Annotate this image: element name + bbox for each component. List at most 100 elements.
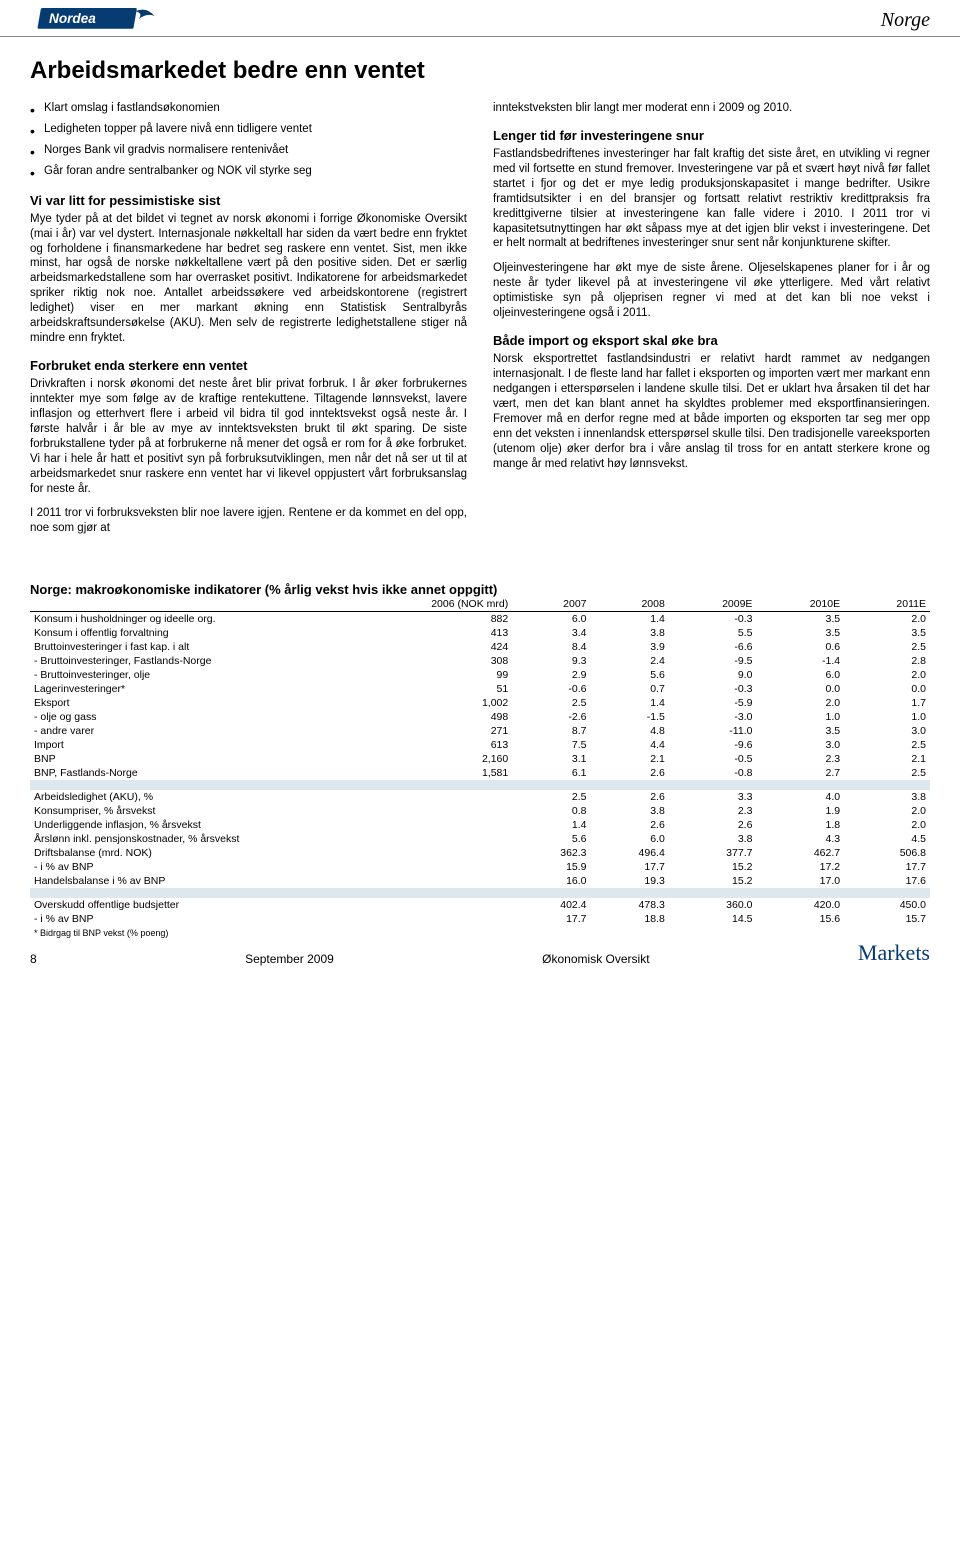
table-cell: 3.0 [756,738,844,752]
table-cell: 2.7 [756,766,844,780]
table-cell: BNP [30,752,318,766]
table-cell: 6.0 [756,668,844,682]
bullet-item: Går foran andre sentralbanker og NOK vil… [30,164,467,179]
table-cell: 2.0 [844,668,930,682]
table-cell: 2.5 [844,766,930,780]
table-cell [318,804,512,818]
table-cell: Konsum i offentlig forvaltning [30,626,318,640]
table-cell: 506.8 [844,846,930,860]
table-cell: 1,581 [318,766,512,780]
table-column-header: 2006 (NOK mrd) [318,597,512,612]
table-cell: Eksport [30,696,318,710]
table-cell: 3.8 [669,832,757,846]
table-cell: 1,002 [318,696,512,710]
table-column-header [30,597,318,612]
table-cell: -0.3 [669,682,757,696]
bullet-item: Norges Bank vil gradvis normalisere rent… [30,143,467,158]
table-title: Norge: makroøkonomiske indikatorer (% år… [0,582,960,597]
table-row: - i % av BNP17.718.814.515.615.7 [30,912,930,926]
right-column: inntekstveksten blir langt mer moderat e… [493,101,930,546]
table-cell: - olje og gass [30,710,318,724]
table-cell: 362.3 [512,846,590,860]
table-cell: 3.3 [669,790,757,804]
table-cell: 613 [318,738,512,752]
table-row: BNP, Fastlands-Norge1,5816.12.6-0.82.72.… [30,766,930,780]
table-cell: 4.5 [844,832,930,846]
table-cell: 413 [318,626,512,640]
table-cell: 424 [318,640,512,654]
table-cell: 2.8 [844,654,930,668]
table-cell: 2,160 [318,752,512,766]
table-cell: 1.4 [591,612,669,627]
markets-brand: Markets [858,940,930,966]
table-cell: 14.5 [669,912,757,926]
table-cell: 16.0 [512,874,590,888]
paragraph: Drivkraften i norsk økonomi det neste år… [30,377,467,497]
table-cell: 462.7 [756,846,844,860]
table-cell: Import [30,738,318,752]
table-cell: Konsumpriser, % årsvekst [30,804,318,818]
page-header: Nordea Norge [0,0,960,37]
table-cell: 2.0 [844,612,930,627]
table-cell: -0.3 [669,612,757,627]
table-cell: 18.8 [591,912,669,926]
table-row: Konsum i husholdninger og ideelle org.88… [30,612,930,627]
section-heading: Både import og eksport skal øke bra [493,333,930,350]
table-cell: -6.6 [669,640,757,654]
table-cell: 478.3 [591,898,669,912]
table-cell: 2.1 [591,752,669,766]
table-cell: 1.4 [591,696,669,710]
table-cell: 3.5 [756,626,844,640]
country-label: Norge [881,9,930,32]
table-cell: Underliggende inflasjon, % årsvekst [30,818,318,832]
table-cell: 17.7 [512,912,590,926]
table-cell: 0.0 [844,682,930,696]
columns: Klart omslag i fastlandsøkonomien Ledigh… [30,101,930,546]
table-cell: Konsum i husholdninger og ideelle org. [30,612,318,627]
page-number: 8 [30,952,37,966]
table-cell: Lagerinvesteringer* [30,682,318,696]
section-heading: Lenger tid før investeringene snur [493,128,930,145]
indicators-table: 2006 (NOK mrd)200720082009E2010E2011E Ko… [30,597,930,926]
bullet-item: Klart omslag i fastlandsøkonomien [30,101,467,116]
table-cell: -1.4 [756,654,844,668]
table-cell: 9.0 [669,668,757,682]
table-cell: 15.2 [669,860,757,874]
table-cell: -9.5 [669,654,757,668]
table-cell: 2.6 [591,766,669,780]
table-cell: 2.1 [844,752,930,766]
paragraph: inntekstveksten blir langt mer moderat e… [493,101,930,116]
table-row: - andre varer2718.74.8-11.03.53.0 [30,724,930,738]
table-cell [318,818,512,832]
table-cell: - Bruttoinvesteringer, olje [30,668,318,682]
table-cell: 2.6 [591,790,669,804]
table-cell: -0.6 [512,682,590,696]
table-cell: 3.9 [591,640,669,654]
table-cell: 0.8 [512,804,590,818]
table-cell: 2.0 [756,696,844,710]
table-row: - i % av BNP15.917.715.217.217.7 [30,860,930,874]
table-cell: 420.0 [756,898,844,912]
table-cell: Driftsbalanse (mrd. NOK) [30,846,318,860]
table-cell: 15.6 [756,912,844,926]
table-cell: 15.2 [669,874,757,888]
table-cell: 4.3 [756,832,844,846]
table-cell: 1.4 [512,818,590,832]
paragraph: Fastlandsbedriftenes investeringer har f… [493,147,930,252]
table-cell: 308 [318,654,512,668]
table-row: Overskudd offentlige budsjetter402.4478.… [30,898,930,912]
table-cell: 15.9 [512,860,590,874]
table-row: - Bruttoinvesteringer, Fastlands-Norge30… [30,654,930,668]
table-cell: 2.4 [591,654,669,668]
table-cell: 1.9 [756,804,844,818]
table-cell: - Bruttoinvesteringer, Fastlands-Norge [30,654,318,668]
table-cell: 377.7 [669,846,757,860]
logo-svg: Nordea [30,8,180,32]
table-cell: 19.3 [591,874,669,888]
table-cell: 402.4 [512,898,590,912]
table-cell: 9.3 [512,654,590,668]
table-cell: 2.9 [512,668,590,682]
table-row: Lagerinvesteringer*51-0.60.7-0.30.00.0 [30,682,930,696]
table-cell [318,860,512,874]
table-column-header: 2010E [756,597,844,612]
